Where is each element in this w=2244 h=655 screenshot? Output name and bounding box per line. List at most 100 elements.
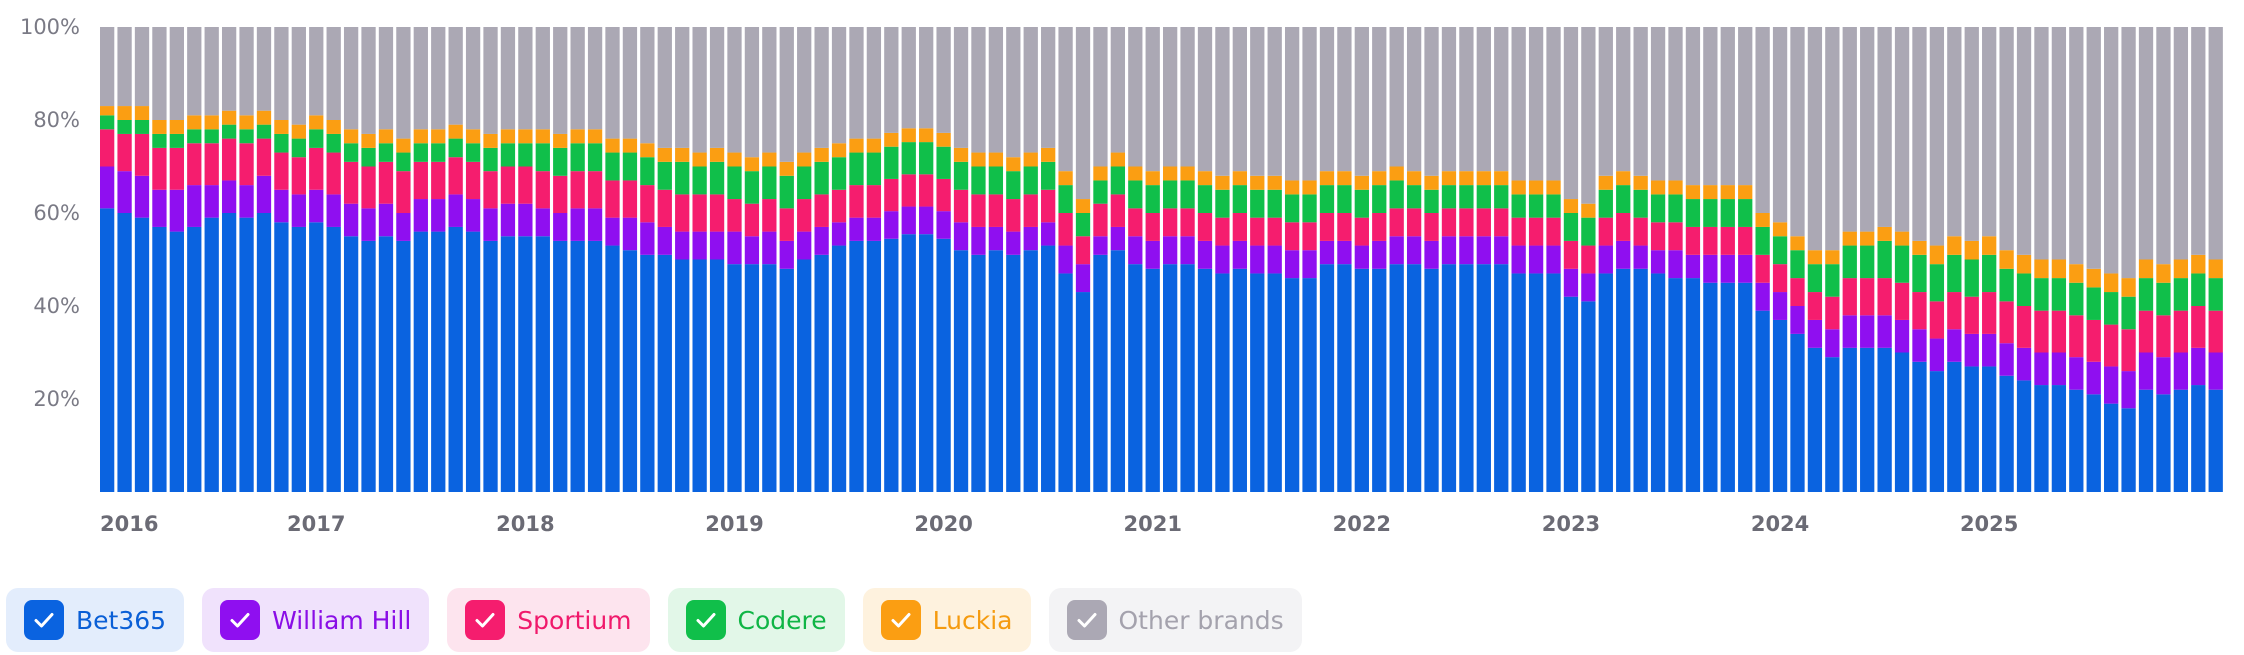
bar-segment [361, 133, 376, 148]
bar-segment [1110, 27, 1126, 153]
bar-segment [675, 194, 690, 232]
x-axis: 2016 2017 2018 2019 2020 2021 2022 2023 2024 2025 [100, 512, 2018, 536]
bar-segment [1650, 180, 1666, 195]
bar-segment [744, 157, 760, 172]
legend-checkbox[interactable] [1066, 600, 1107, 640]
bar-segment [953, 189, 969, 223]
bar-segment [1093, 166, 1108, 181]
bar-segment [221, 27, 237, 111]
bar-segment [1424, 268, 1439, 492]
bar-segment [1912, 254, 1927, 293]
bar-segment [100, 208, 115, 492]
legend-item-other-brands[interactable]: Other brands [1048, 588, 1302, 652]
bar-segment [1006, 157, 1021, 172]
legend-item-william-hill[interactable]: William Hill [202, 588, 430, 652]
bar-segment [971, 226, 986, 255]
bar-segment [1180, 236, 1195, 265]
bar-segment [169, 27, 184, 120]
bar-segment [1825, 264, 1840, 297]
bar-segment [1720, 27, 1735, 186]
bar-segment [831, 143, 847, 158]
bar-segment [1894, 352, 1910, 492]
bar-segment [1825, 296, 1840, 330]
bar-segment [1633, 27, 1648, 176]
bar-segment [1546, 245, 1561, 274]
bar-segment [797, 27, 812, 153]
bar-segment [1633, 268, 1648, 492]
bar-segment [1738, 282, 1753, 492]
legend-item-codere[interactable]: Codere [667, 588, 845, 652]
bar-segment [1790, 250, 1805, 279]
bar-segment [117, 213, 132, 492]
bar-segment [866, 27, 882, 139]
legend-checkbox[interactable] [465, 600, 506, 640]
bar-segment [971, 27, 986, 153]
bar-segment [2034, 27, 2049, 260]
bar-segment [1825, 329, 1840, 358]
legend-item-sportium[interactable]: Sportium [447, 588, 650, 652]
bar-segment [1075, 27, 1091, 200]
legend-item-bet365[interactable]: Bet365 [6, 588, 185, 652]
legend-item-luckia[interactable]: Luckia [862, 588, 1031, 652]
bar-segment [553, 147, 568, 176]
legend-checkbox[interactable] [24, 600, 64, 640]
bar-segment [1494, 236, 1509, 265]
bar-segment [1459, 171, 1474, 186]
bar-segment [1964, 366, 1979, 492]
bar-segment [814, 27, 829, 148]
bar-segment [1877, 315, 1892, 348]
bar-segment [1755, 213, 1770, 227]
bar-segment [884, 146, 899, 179]
bar-segment [1006, 254, 1021, 492]
bar-segment [936, 27, 951, 133]
bar-segment [1041, 161, 1056, 190]
bar-segment [1197, 171, 1213, 186]
bar-segment [1459, 236, 1474, 265]
bar-segment [1947, 236, 1962, 255]
x-tick-label: 2019 [705, 512, 763, 536]
bar-segment [1947, 27, 1962, 237]
bar-segment [936, 146, 951, 179]
bar-segment [152, 189, 167, 227]
bar-segment [1180, 180, 1195, 209]
bar-segment [1163, 264, 1178, 492]
bar-segment [1041, 245, 1056, 492]
bar-segment [657, 27, 672, 148]
bar-segment [309, 189, 324, 223]
bar-segment [483, 240, 498, 492]
bar-segment [1912, 292, 1927, 330]
bar-segment [1842, 315, 1857, 348]
bar-segment [1023, 152, 1038, 167]
bar-segment [256, 138, 272, 176]
bar-segment [2173, 278, 2189, 311]
bar-segment [1302, 180, 1317, 195]
bar-segment [1267, 217, 1282, 246]
legend-checkbox[interactable] [220, 600, 261, 640]
bar-segment [1738, 27, 1753, 186]
bar-segment [1982, 254, 1997, 293]
bar-segment [1023, 27, 1038, 153]
bar-segment [274, 152, 289, 190]
bar-segment [1372, 268, 1387, 492]
bar-segment [1563, 27, 1579, 200]
bar-segment [413, 199, 428, 232]
bar-segment [1372, 27, 1387, 172]
bar-segment [1703, 185, 1718, 200]
legend-checkbox[interactable] [880, 600, 921, 640]
bar-segment [570, 240, 585, 492]
bar-segment [1563, 213, 1579, 241]
bar-segment [1232, 268, 1247, 492]
bar-segment [640, 222, 655, 255]
legend-checkbox[interactable] [685, 600, 726, 640]
bar-segment [1703, 254, 1718, 283]
bar-segment [1877, 27, 1892, 227]
bar-segment [657, 254, 672, 492]
bar-segment [1006, 171, 1021, 200]
bar-segment [988, 250, 1004, 492]
bar-segment [518, 236, 533, 492]
bar-segment [1825, 27, 1840, 251]
bar-segment [1180, 208, 1195, 237]
bar-segment [2138, 259, 2154, 279]
bar-segment [831, 245, 847, 492]
bar-segment [448, 226, 463, 492]
